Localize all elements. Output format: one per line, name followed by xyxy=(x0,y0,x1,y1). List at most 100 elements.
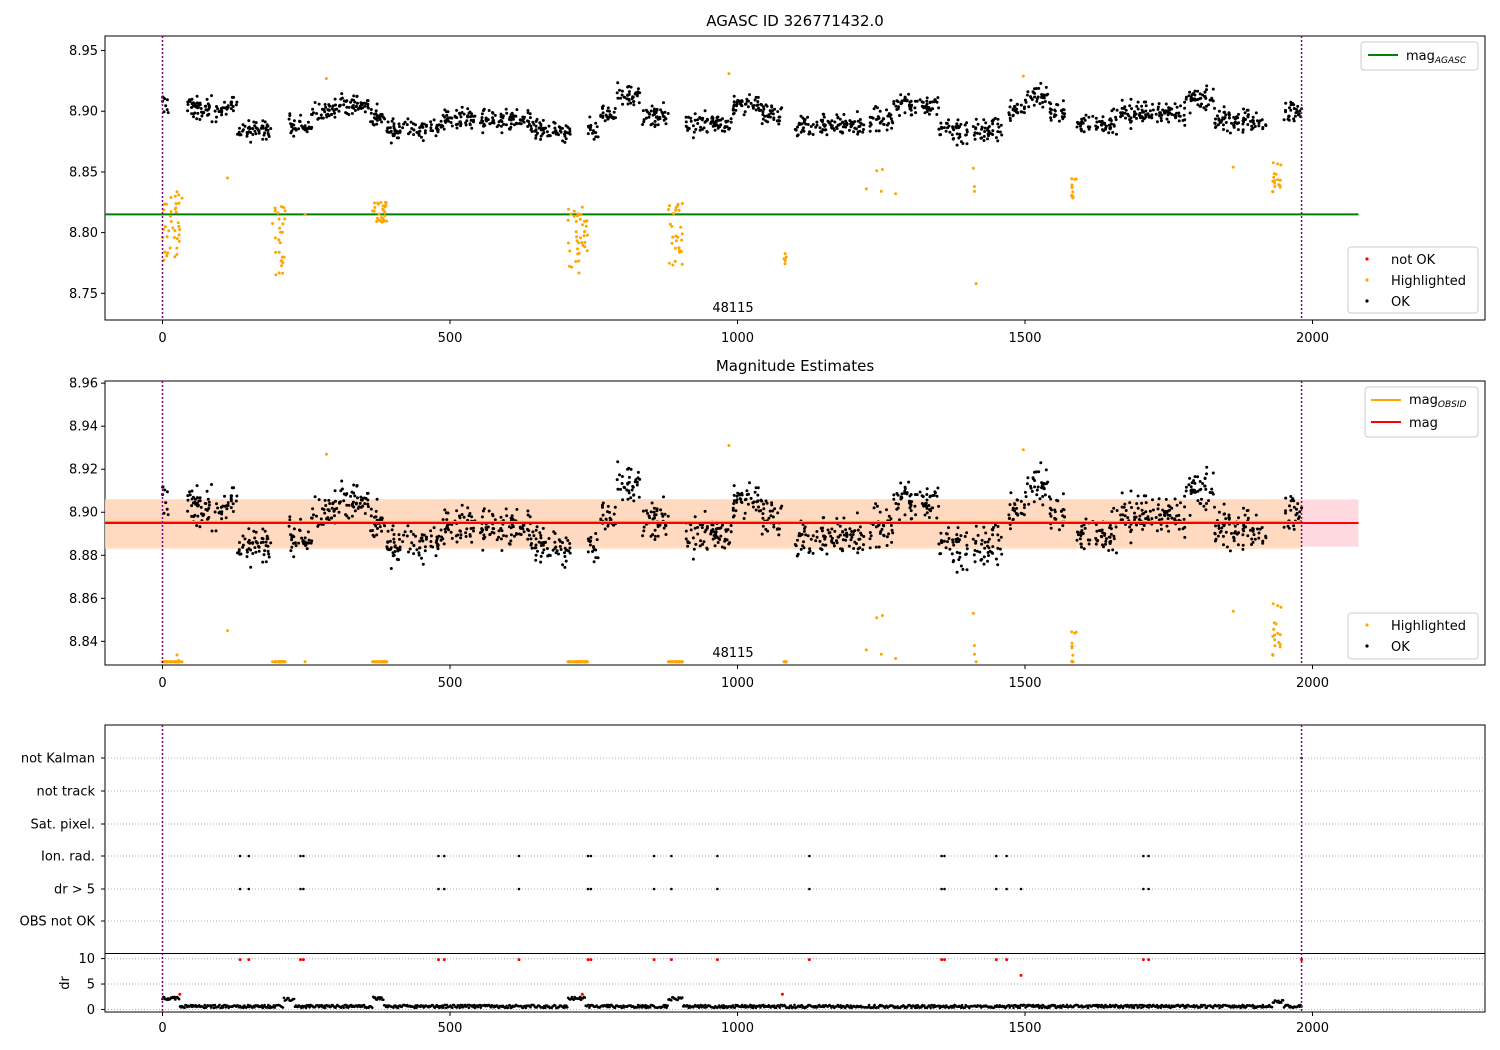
dr-point xyxy=(963,1006,966,1009)
ok-point xyxy=(1110,510,1114,513)
ok-point xyxy=(1035,99,1039,103)
ok-point xyxy=(301,539,305,543)
flag-point xyxy=(238,854,242,858)
ok-point xyxy=(334,103,337,107)
highlighted-point xyxy=(673,246,677,250)
highlighted-point xyxy=(169,210,173,214)
ok-point xyxy=(198,496,202,500)
ok-point xyxy=(984,531,988,535)
highlighted-point xyxy=(277,250,281,254)
ok-point xyxy=(1233,530,1237,534)
ok-point xyxy=(852,530,856,533)
ok-point xyxy=(1205,88,1208,92)
ok-point xyxy=(776,110,780,114)
highlighted-point xyxy=(671,235,675,239)
ok-point xyxy=(910,500,914,504)
ok-point xyxy=(252,120,256,124)
ok-point xyxy=(921,495,925,499)
highlighted-point xyxy=(1278,642,1282,646)
ok-point xyxy=(698,544,702,548)
ok-point xyxy=(163,97,167,101)
ok-point xyxy=(591,550,594,553)
ok-point xyxy=(206,102,210,106)
ok-point xyxy=(1246,534,1250,538)
highlighted-point xyxy=(1271,161,1275,165)
ok-point xyxy=(701,127,704,131)
ok-point xyxy=(215,105,218,108)
ok-point xyxy=(292,535,296,539)
ok-point xyxy=(594,131,598,135)
ok-point xyxy=(528,515,532,519)
ok-point xyxy=(196,111,200,115)
ok-point xyxy=(198,118,202,121)
ok-point xyxy=(445,518,449,522)
ok-point xyxy=(205,489,209,493)
ok-point xyxy=(493,113,497,117)
ok-point xyxy=(491,514,495,518)
ok-point xyxy=(642,525,646,529)
highlighted-point xyxy=(177,233,181,237)
ok-point xyxy=(1083,526,1087,530)
ok-point xyxy=(712,534,716,537)
ok-point xyxy=(826,528,830,532)
highlighted-point xyxy=(585,233,589,237)
ok-point xyxy=(500,120,504,124)
ok-point xyxy=(1142,117,1146,121)
ok-point xyxy=(1108,126,1112,130)
ok-point xyxy=(333,489,337,493)
ok-point xyxy=(990,550,994,554)
ok-point xyxy=(636,90,640,94)
flag-point xyxy=(299,854,302,858)
ok-point xyxy=(838,533,842,537)
ok-point xyxy=(421,562,425,566)
ok-point xyxy=(482,533,486,537)
dr-point xyxy=(443,1003,447,1007)
ok-point xyxy=(534,136,538,140)
ok-point xyxy=(897,502,900,506)
ok-point xyxy=(1041,495,1045,498)
dr-clipped-point xyxy=(247,958,251,962)
ok-point xyxy=(1296,502,1300,506)
ok-point xyxy=(1033,485,1037,489)
ok-point xyxy=(1161,508,1165,512)
ok-point xyxy=(236,132,239,136)
ok-point xyxy=(729,117,733,121)
highlighted-point xyxy=(303,660,307,664)
highlighted-point xyxy=(163,660,167,664)
dr-point xyxy=(873,1003,876,1007)
highlighted-point xyxy=(1271,179,1275,183)
ok-point xyxy=(553,540,557,544)
ok-point xyxy=(1225,129,1229,133)
ok-point xyxy=(754,508,758,512)
ok-point xyxy=(1055,498,1059,502)
ok-point xyxy=(594,556,598,560)
ok-point xyxy=(1196,489,1200,493)
ok-point xyxy=(732,484,736,488)
ok-point xyxy=(608,516,612,520)
ok-point xyxy=(220,517,224,521)
ok-point xyxy=(555,549,559,553)
ok-point xyxy=(352,483,356,487)
ok-point xyxy=(534,128,538,132)
ok-point xyxy=(923,502,927,506)
dr-point xyxy=(750,1004,754,1007)
highlighted-point xyxy=(175,653,179,657)
ok-point xyxy=(735,494,739,498)
ok-point xyxy=(495,125,499,129)
ok-point xyxy=(939,531,943,535)
ok-point xyxy=(925,487,929,491)
flag-point xyxy=(1005,854,1008,858)
ok-point xyxy=(592,560,596,564)
ok-point xyxy=(980,542,984,546)
ok-point xyxy=(557,125,561,129)
ok-point xyxy=(915,99,919,103)
ok-point xyxy=(1236,128,1240,132)
ok-point xyxy=(374,515,378,519)
ok-point xyxy=(701,542,704,546)
ok-point xyxy=(666,112,670,115)
ok-point xyxy=(896,506,900,510)
ok-point xyxy=(1140,104,1144,108)
ok-point xyxy=(746,105,750,109)
ok-point xyxy=(403,530,407,534)
ok-point xyxy=(534,543,538,547)
